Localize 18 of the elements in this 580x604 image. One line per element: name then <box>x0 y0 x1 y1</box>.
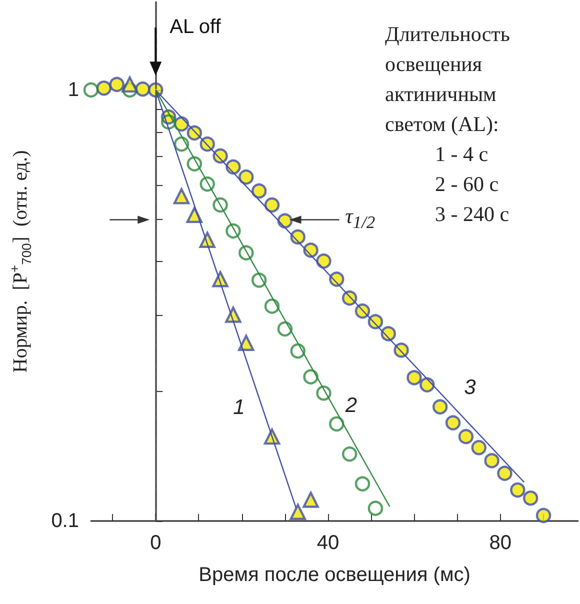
x-tick-label: 40 <box>316 532 340 554</box>
series-label: 1 <box>233 396 245 420</box>
annotation: освещения <box>385 52 482 77</box>
annotation: актиничным <box>385 82 496 107</box>
y-tick-label: 0.1 <box>51 510 79 532</box>
series-label: 3 <box>464 376 476 400</box>
annotation: 1 - 4 с <box>435 142 488 167</box>
annotation: 2 - 60 с <box>435 172 499 197</box>
y-axis-title: Нормир. [P+700] (отн. ед.) <box>7 150 34 373</box>
annotation: Длительность <box>385 22 510 47</box>
x-axis-title: Время после освещения (мс) <box>198 564 470 586</box>
series-label: 2 <box>345 394 357 418</box>
annotation: 3 - 240 с <box>435 202 510 227</box>
annotation: AL off <box>170 16 221 39</box>
x-tick-label: 80 <box>489 532 512 554</box>
annotation: τ$_{1/2}$ <box>345 204 376 233</box>
x-tick-label: 0 <box>150 532 162 554</box>
annotation: светом (AL): <box>385 112 499 137</box>
